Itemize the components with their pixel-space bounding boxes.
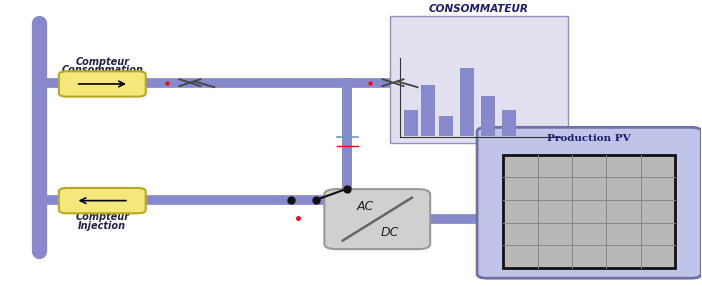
Text: DC: DC: [380, 226, 399, 239]
Text: Compteur: Compteur: [75, 212, 129, 222]
FancyBboxPatch shape: [59, 71, 146, 97]
Bar: [460, 67, 474, 136]
FancyBboxPatch shape: [324, 189, 430, 249]
Bar: [481, 96, 495, 136]
Text: CONSOMMATEUR: CONSOMMATEUR: [429, 4, 529, 14]
Text: Consommation: Consommation: [61, 65, 143, 76]
Bar: [503, 155, 675, 268]
FancyBboxPatch shape: [390, 16, 568, 143]
FancyBboxPatch shape: [477, 127, 701, 278]
Bar: [439, 116, 453, 136]
Text: AC: AC: [357, 200, 373, 213]
Bar: [421, 85, 435, 136]
Bar: [502, 110, 516, 136]
Text: Injection: Injection: [78, 221, 126, 231]
Bar: [404, 110, 418, 136]
Text: Compteur: Compteur: [75, 57, 129, 67]
FancyBboxPatch shape: [59, 188, 146, 213]
Text: Production PV: Production PV: [548, 134, 631, 143]
